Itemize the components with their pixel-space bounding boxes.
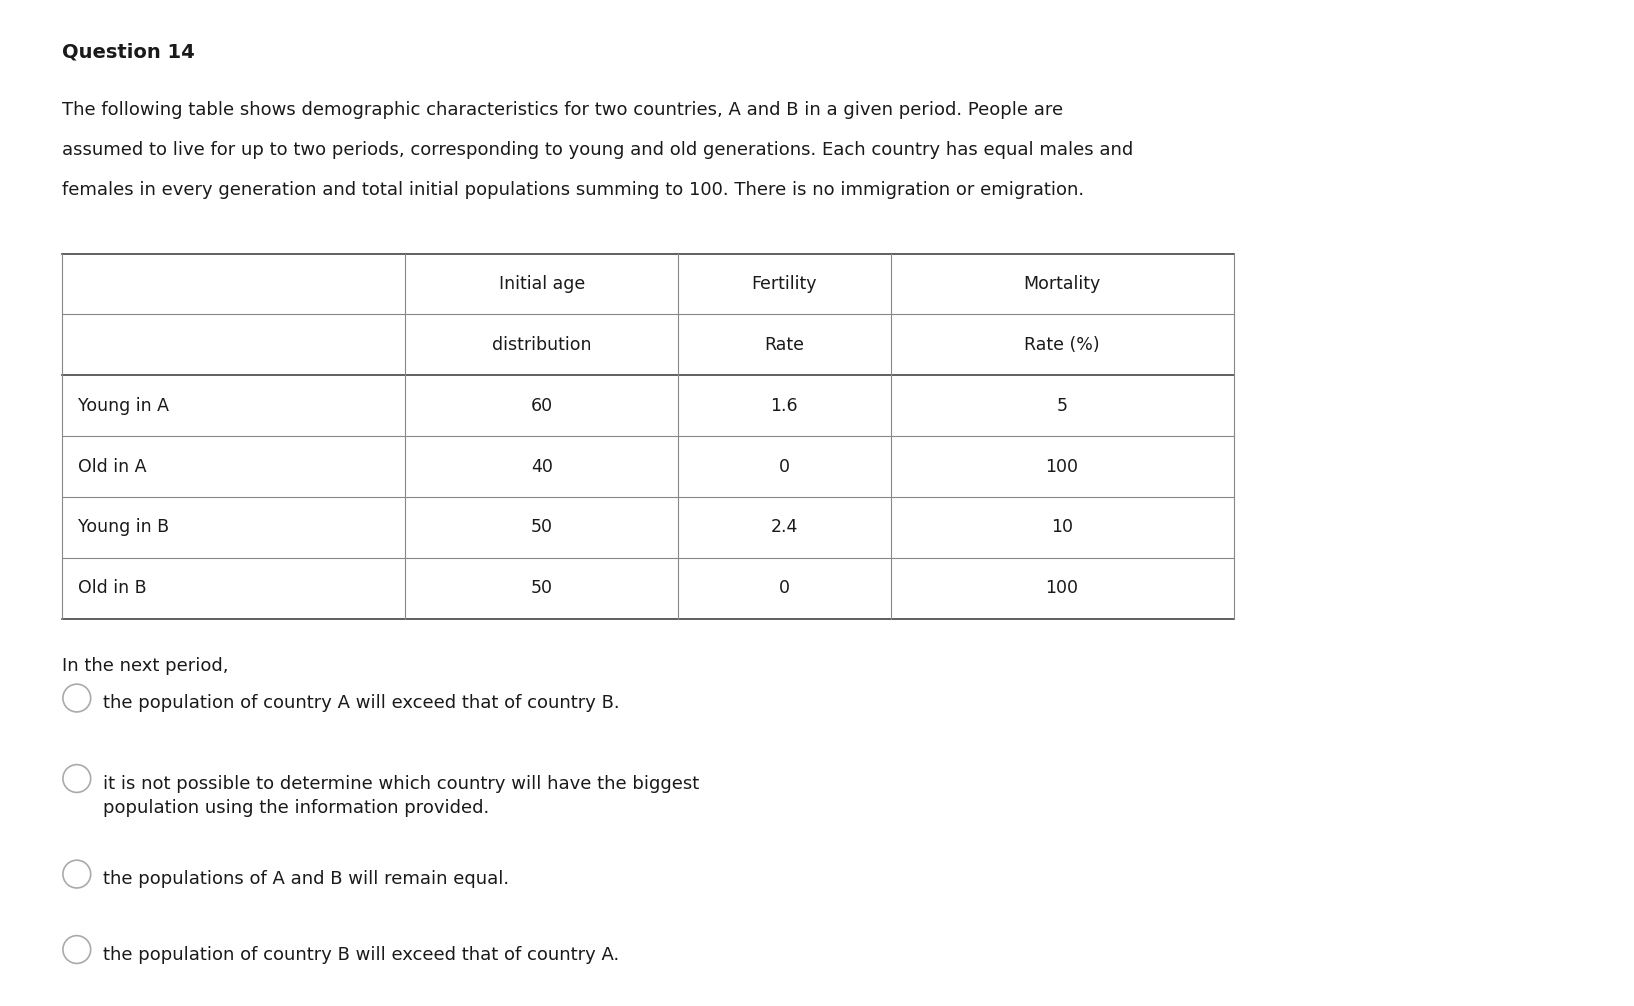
Text: assumed to live for up to two periods, corresponding to young and old generation: assumed to live for up to two periods, c…	[62, 141, 1134, 159]
Text: In the next period,: In the next period,	[62, 657, 229, 675]
Text: 0: 0	[779, 579, 789, 598]
Text: Question 14: Question 14	[62, 42, 194, 61]
Text: 5: 5	[1057, 396, 1067, 414]
Text: Young in B: Young in B	[78, 518, 170, 536]
Text: 10: 10	[1051, 518, 1074, 536]
Text: females in every generation and total initial populations summing to 100. There : females in every generation and total in…	[62, 181, 1085, 199]
Text: Fertility: Fertility	[752, 275, 817, 293]
Text: Rate (%): Rate (%)	[1025, 336, 1100, 354]
Text: Young in A: Young in A	[78, 396, 170, 414]
Text: Initial age: Initial age	[498, 275, 585, 293]
Text: 40: 40	[531, 458, 552, 476]
Text: The following table shows demographic characteristics for two countries, A and B: The following table shows demographic ch…	[62, 101, 1064, 119]
Text: Rate: Rate	[765, 336, 804, 354]
Text: the population of country B will exceed that of country A.: the population of country B will exceed …	[103, 946, 619, 964]
Text: Old in B: Old in B	[78, 579, 147, 598]
Text: 2.4: 2.4	[771, 518, 797, 536]
Text: 50: 50	[531, 579, 552, 598]
Text: 60: 60	[531, 396, 552, 414]
Text: Mortality: Mortality	[1023, 275, 1101, 293]
Text: distribution: distribution	[492, 336, 592, 354]
Text: 50: 50	[531, 518, 552, 536]
Text: 1.6: 1.6	[771, 396, 797, 414]
Text: 0: 0	[779, 458, 789, 476]
Text: 100: 100	[1046, 579, 1078, 598]
Text: the populations of A and B will remain equal.: the populations of A and B will remain e…	[103, 870, 510, 888]
Text: it is not possible to determine which country will have the biggest
population u: it is not possible to determine which co…	[103, 775, 699, 817]
Text: the population of country A will exceed that of country B.: the population of country A will exceed …	[103, 694, 619, 712]
Text: Old in A: Old in A	[78, 458, 147, 476]
Text: 100: 100	[1046, 458, 1078, 476]
